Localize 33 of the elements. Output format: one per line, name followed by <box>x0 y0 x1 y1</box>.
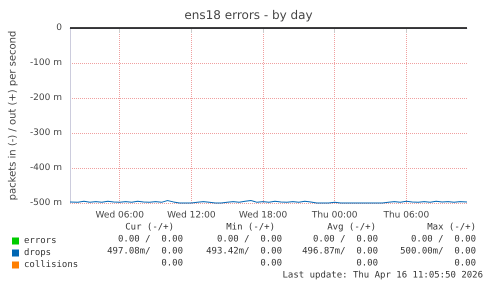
text: 0.00 <box>260 258 282 268</box>
x-tick-label: Wed 18:00 <box>238 210 288 220</box>
text: Avg (-/+) <box>327 222 376 232</box>
x-tick-label: Wed 12:00 <box>167 210 216 220</box>
text: 0.00 <box>356 258 378 268</box>
y-tick-label: -500 m <box>30 198 62 208</box>
y-tick-label: 0 <box>56 23 62 33</box>
y-tick-label: -100 m <box>30 58 62 68</box>
text: Min (-/+) <box>226 222 276 232</box>
text: Last update: Thu Apr 16 11:05:50 2026 <box>282 270 483 280</box>
text: Cur (-/+) <box>125 222 174 232</box>
text: 0.00 <box>454 258 476 268</box>
legend-label: collisions <box>24 260 78 270</box>
x-tick-label: Thu 00:00 <box>310 210 358 220</box>
x-tick-label: Thu 06:00 <box>382 210 430 220</box>
y-axis-title: packets in (-) / out (+) per second <box>8 30 18 200</box>
text: 0.00 <box>161 258 184 268</box>
y-tick-label: -300 m <box>30 128 62 138</box>
y-tick-label: -200 m <box>30 93 62 103</box>
chart-title: ens18 errors - by day <box>184 8 313 22</box>
text: 493.42m/ 0.00 <box>206 246 282 256</box>
x-tick-label: Wed 06:00 <box>96 210 144 220</box>
text: 496.87m/ 0.00 <box>302 246 378 256</box>
text: 0.00 / 0.00 <box>216 234 282 244</box>
text: 0.00 / 0.00 <box>410 234 476 244</box>
text: Max (-/+) <box>427 222 476 232</box>
legend-label: drops <box>24 248 52 258</box>
legend-label: errors <box>24 236 57 246</box>
text: 0.00 / 0.00 <box>118 234 184 244</box>
text: 500.00m/ 0.00 <box>400 246 476 256</box>
text: 0.00 / 0.00 <box>312 234 378 244</box>
y-tick-label: -400 m <box>30 163 62 173</box>
text: 497.08m/ 0.00 <box>107 246 183 256</box>
